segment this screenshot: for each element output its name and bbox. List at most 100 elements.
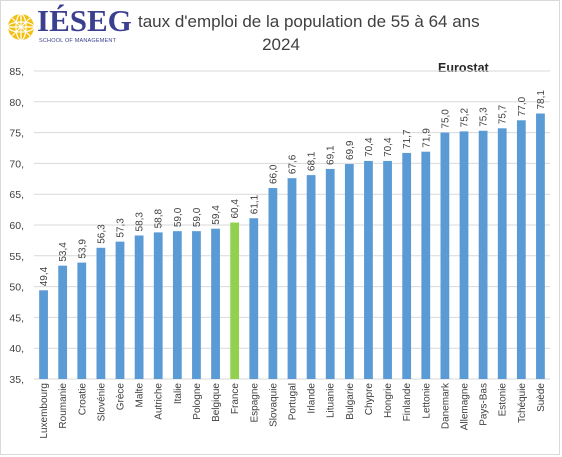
bar	[58, 265, 68, 379]
data-label: 61,1	[249, 194, 260, 214]
x-tick-label: Espagne	[249, 383, 260, 423]
bar	[115, 241, 125, 379]
bar	[478, 130, 488, 379]
x-tick-label: Italie	[173, 383, 184, 405]
data-label: 75,0	[440, 109, 451, 129]
bar	[268, 188, 278, 379]
bar	[172, 231, 182, 379]
y-tick-label: 35,	[9, 374, 24, 386]
x-tick-label: Hongrie	[383, 383, 394, 418]
y-tick-label: 45,	[9, 312, 24, 324]
data-label: 67,6	[288, 154, 299, 174]
data-label: 78,1	[536, 90, 547, 110]
bars	[39, 113, 545, 379]
x-tick-label: Pays-Bas	[479, 383, 490, 426]
x-tick-label: Grèce	[116, 383, 127, 411]
data-label: 71,7	[402, 129, 413, 149]
ieseg-logo: IÉSEG SCHOOL OF MANAGEMENT	[6, 4, 138, 46]
bar	[249, 218, 259, 379]
x-tick-label: Suède	[536, 383, 547, 412]
x-tick-label: Roumanie	[58, 383, 69, 429]
y-tick-label: 70,	[9, 158, 24, 170]
data-label: 56,3	[96, 224, 107, 244]
x-tick-label: Tchéquie	[517, 383, 528, 423]
bar	[364, 160, 373, 379]
x-axis-labels: Luxembourg Roumanie Croatie Slovénie Grèce Ma…	[39, 382, 547, 439]
data-label: 53,4	[58, 242, 69, 262]
bar	[134, 235, 144, 379]
data-label: 59,0	[192, 207, 203, 227]
x-tick-label: Croatie	[77, 383, 88, 416]
logo-sphere-icon	[7, 13, 35, 41]
y-tick-label: 50,	[9, 282, 24, 294]
y-axis-ticks: 35, 40, 45, 50, 55, 60, 65, 70, 75, 80, 85,	[9, 66, 24, 386]
bar	[287, 178, 297, 379]
x-tick-label: Portugal	[288, 383, 299, 420]
bar	[440, 132, 450, 379]
data-label: 57,3	[116, 218, 127, 238]
bar	[497, 128, 507, 379]
y-tick-label: 80,	[9, 97, 24, 109]
x-tick-label: Belgique	[211, 383, 222, 422]
x-tick-label: Irlande	[307, 383, 318, 414]
y-tick-label: 65,	[9, 189, 24, 201]
data-label: 49,4	[39, 266, 50, 286]
data-label: 75,7	[498, 104, 509, 124]
x-tick-label: Allemagne	[460, 383, 471, 431]
bar	[192, 231, 201, 379]
bar	[325, 168, 335, 379]
bar	[96, 247, 106, 379]
bar	[402, 152, 412, 379]
bar	[344, 164, 354, 379]
x-tick-label: Chypre	[364, 383, 375, 416]
logo-name: IÉSEG	[37, 3, 132, 38]
bar	[77, 262, 87, 379]
x-tick-label: France	[230, 383, 241, 415]
logo-tagline: SCHOOL OF MANAGEMENT	[39, 38, 117, 44]
x-tick-label: Danemark	[440, 382, 451, 429]
x-tick-label: Slovaquie	[268, 383, 279, 427]
bar	[153, 232, 163, 379]
bar	[211, 228, 220, 379]
bar	[39, 290, 48, 379]
y-tick-label: 40,	[9, 343, 24, 355]
x-tick-label: Finlande	[402, 383, 413, 422]
data-label: 68,1	[307, 151, 318, 171]
data-label: 53,9	[77, 239, 88, 259]
value-labels: 49,4 53,4 53,9 56,3 57,3 58,3 58,8 59,0 59,0 59,4…	[39, 90, 547, 287]
data-label: 58,3	[135, 212, 146, 232]
data-label: 70,4	[364, 137, 375, 157]
data-label: 59,0	[173, 207, 184, 227]
data-label: 59,4	[211, 205, 222, 225]
chart-title: taux d'emploi de la population de 55 à 6…	[138, 12, 480, 31]
x-tick-label: Luxembourg	[39, 383, 50, 439]
bar	[536, 113, 545, 379]
x-tick-label: Slovénie	[96, 383, 107, 422]
data-label: 77,0	[517, 96, 528, 116]
data-label: 75,3	[479, 107, 490, 127]
x-tick-label: Bulgarie	[345, 383, 356, 420]
chart-subtitle: 2024	[262, 35, 300, 54]
data-label: 75,2	[460, 107, 471, 127]
bar	[383, 160, 392, 379]
x-tick-label: Autriche	[154, 383, 165, 420]
y-tick-label: 75,	[9, 128, 24, 140]
y-tick-label: 60,	[9, 220, 24, 232]
data-label: 60,4	[230, 199, 241, 219]
y-tick-label: 85,	[9, 66, 24, 78]
bar	[306, 175, 316, 379]
x-tick-label: Malte	[135, 383, 146, 408]
x-tick-label: Pologne	[192, 383, 203, 420]
x-tick-label: Lettonie	[421, 383, 432, 419]
data-label: 66,0	[268, 164, 279, 184]
data-label: 70,4	[383, 137, 394, 157]
data-label: 69,1	[326, 145, 337, 165]
bar	[516, 120, 526, 379]
bar	[459, 131, 469, 379]
y-tick-label: 55,	[9, 251, 24, 263]
data-label: 58,8	[154, 208, 165, 228]
bar	[421, 151, 431, 379]
bar	[230, 222, 240, 379]
